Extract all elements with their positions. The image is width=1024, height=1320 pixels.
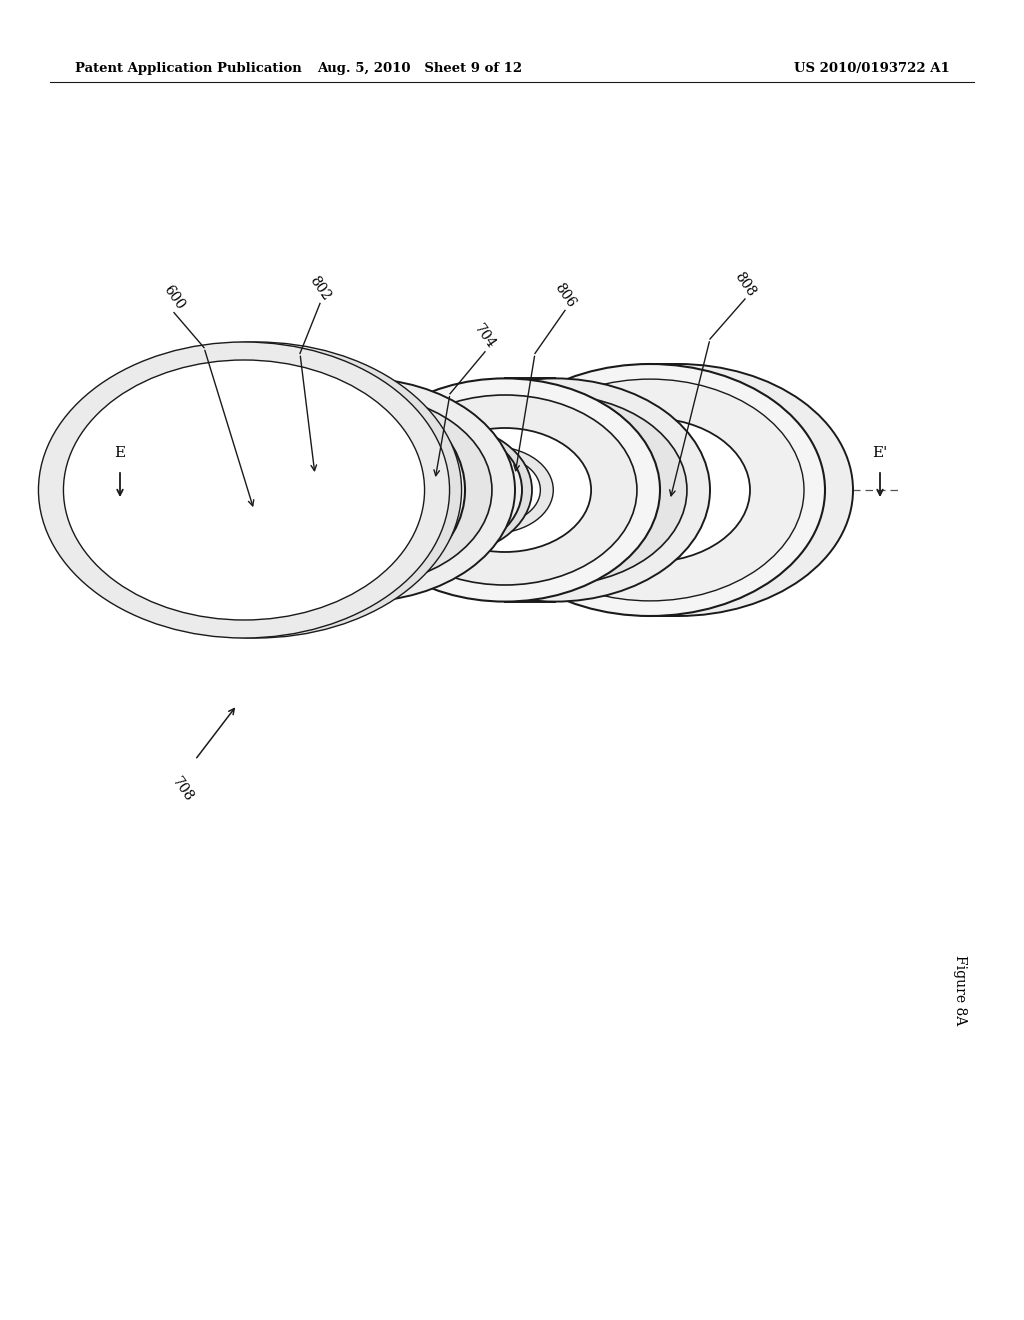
Ellipse shape [373, 395, 637, 585]
Ellipse shape [671, 385, 685, 396]
Ellipse shape [224, 428, 396, 552]
Text: Patent Application Publication: Patent Application Publication [75, 62, 302, 75]
Text: 704: 704 [472, 322, 499, 351]
Ellipse shape [652, 549, 667, 560]
Ellipse shape [253, 455, 347, 524]
Ellipse shape [633, 549, 647, 560]
Ellipse shape [423, 395, 687, 585]
Ellipse shape [86, 367, 426, 612]
Ellipse shape [496, 379, 804, 601]
Ellipse shape [205, 379, 515, 602]
Ellipse shape [359, 432, 520, 548]
Text: Aug. 5, 2010   Sheet 9 of 12: Aug. 5, 2010 Sheet 9 of 12 [317, 62, 522, 75]
Ellipse shape [63, 360, 425, 620]
Ellipse shape [178, 395, 442, 585]
Ellipse shape [689, 484, 702, 495]
Ellipse shape [550, 418, 750, 562]
Ellipse shape [419, 428, 591, 552]
Text: Figure 8A: Figure 8A [953, 954, 967, 1026]
Ellipse shape [50, 342, 462, 638]
Ellipse shape [76, 360, 436, 620]
Ellipse shape [74, 367, 414, 612]
Ellipse shape [633, 420, 647, 430]
Ellipse shape [653, 484, 668, 495]
Ellipse shape [475, 364, 825, 616]
Ellipse shape [652, 420, 667, 430]
Text: 802: 802 [307, 273, 333, 304]
Ellipse shape [348, 424, 532, 556]
Text: E: E [115, 446, 126, 459]
Text: E': E' [872, 446, 888, 459]
Text: 600: 600 [161, 282, 187, 313]
Ellipse shape [433, 446, 553, 533]
Text: 808: 808 [732, 269, 758, 300]
Ellipse shape [671, 583, 685, 594]
Ellipse shape [349, 432, 511, 548]
Ellipse shape [445, 455, 541, 524]
Ellipse shape [469, 428, 641, 552]
Ellipse shape [503, 364, 853, 616]
Ellipse shape [400, 379, 710, 602]
Ellipse shape [240, 446, 360, 533]
Ellipse shape [273, 428, 446, 552]
Ellipse shape [155, 379, 465, 602]
Ellipse shape [39, 342, 450, 638]
Text: US 2010/0193722 A1: US 2010/0193722 A1 [795, 62, 950, 75]
Ellipse shape [350, 379, 660, 602]
Ellipse shape [228, 395, 492, 585]
Ellipse shape [578, 418, 778, 562]
Ellipse shape [338, 424, 522, 556]
Text: 708: 708 [170, 775, 197, 805]
Text: 806: 806 [552, 281, 579, 310]
